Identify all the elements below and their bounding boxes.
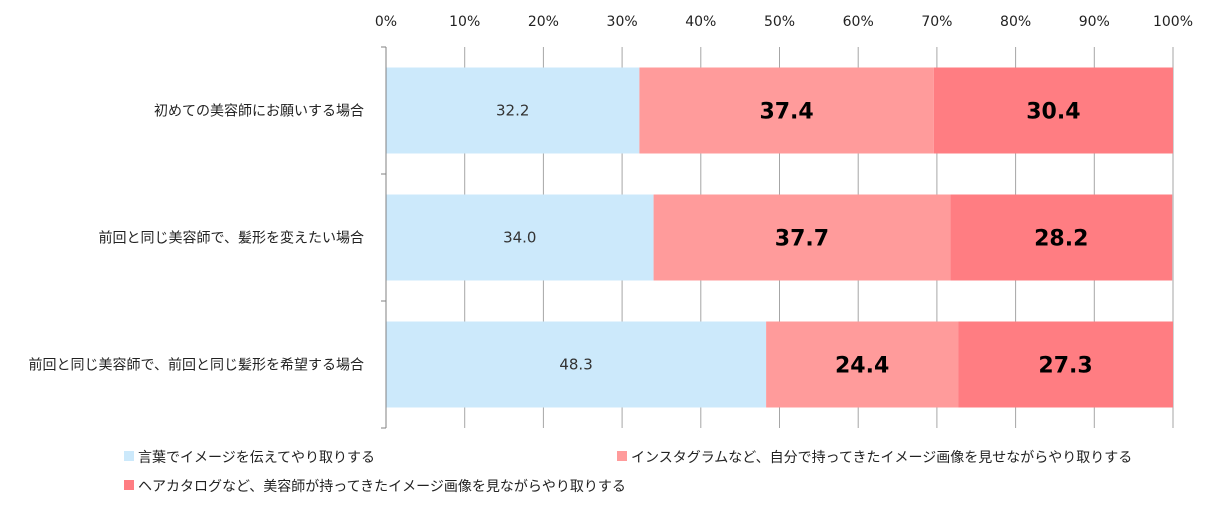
data-label: 30.4 bbox=[1026, 100, 1080, 125]
x-tick-label: 70% bbox=[921, 14, 952, 30]
legend-swatch bbox=[124, 451, 134, 461]
bar-segment bbox=[386, 67, 640, 154]
legend-swatch bbox=[617, 451, 627, 461]
category-label: 前回と同じ美容師で、前回と同じ髪形を希望する場合 bbox=[29, 357, 364, 374]
legend-swatch bbox=[124, 480, 134, 490]
data-label: 37.4 bbox=[759, 100, 813, 125]
data-label: 24.4 bbox=[835, 354, 889, 379]
data-label: 34.0 bbox=[503, 229, 536, 247]
legend-label: インスタグラムなど、自分で持ってきたイメージ画像を見せながらやり取りする bbox=[631, 450, 1132, 466]
x-tick-label: 80% bbox=[1000, 14, 1031, 30]
x-tick-label: 100% bbox=[1153, 14, 1193, 30]
bar-segment bbox=[933, 67, 1173, 154]
legend-label: ヘアカタログなど、美容師が持ってきたイメージ画像を見ながらやり取りする bbox=[138, 478, 626, 495]
bars: 32.2 37.4 30.4 34.0 37.7 28.2 48.3 24.4 27.3 bbox=[386, 67, 1173, 408]
data-label: 37.7 bbox=[775, 227, 829, 252]
bar-segment bbox=[386, 194, 654, 281]
bar-segment bbox=[950, 194, 1173, 281]
axes: 0% 10% 20% 30% 40% 50% 60% 70% 80% 90% 100% 初めての美容師… bbox=[29, 14, 1193, 429]
bar-segment bbox=[639, 67, 934, 154]
data-label: 32.2 bbox=[496, 102, 529, 120]
x-tick-label: 30% bbox=[607, 14, 638, 30]
x-tick-label: 60% bbox=[843, 14, 874, 30]
bar-segment bbox=[958, 321, 1173, 408]
data-label: 48.3 bbox=[559, 356, 592, 374]
data-label: 28.2 bbox=[1034, 227, 1088, 252]
bar-segment bbox=[386, 321, 767, 408]
legend: 言葉でイメージを伝えてやり取りする インスタグラムなど、自分で持ってきたイメージ画… bbox=[124, 450, 1132, 495]
category-label: 前回と同じ美容師で、髪形を変えたい場合 bbox=[99, 230, 364, 247]
category-label: 初めての美容師にお願いする場合 bbox=[154, 103, 364, 120]
x-tick-label: 20% bbox=[528, 14, 559, 30]
x-tick-label: 10% bbox=[449, 14, 480, 30]
x-tick-label: 0% bbox=[375, 14, 397, 30]
legend-label: 言葉でイメージを伝えてやり取りする bbox=[138, 450, 375, 466]
bar-segment bbox=[766, 321, 959, 408]
data-label: 27.3 bbox=[1038, 354, 1092, 379]
bar-segment bbox=[653, 194, 951, 281]
x-tick-label: 50% bbox=[764, 14, 795, 30]
x-tick-label: 90% bbox=[1079, 14, 1110, 30]
x-tick-label: 40% bbox=[685, 14, 716, 30]
